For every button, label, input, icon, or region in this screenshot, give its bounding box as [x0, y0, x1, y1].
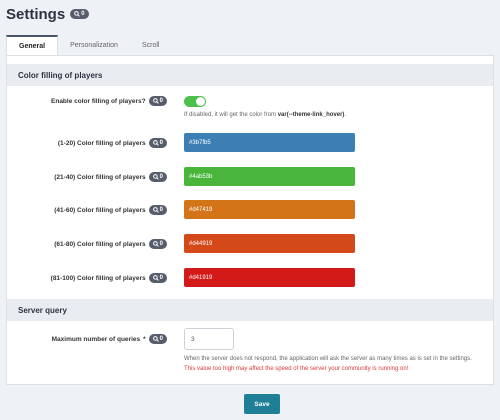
search-icon — [152, 174, 159, 180]
search-badge[interactable]: 0 — [148, 334, 167, 344]
max-queries-input[interactable] — [184, 328, 234, 350]
badge-count: 0 — [159, 140, 163, 146]
color-61-80-field[interactable]: #d44919 — [184, 234, 355, 253]
color-61-80-label: (61-80) Color filling of players 0 — [54, 238, 167, 250]
enable-color-label-text: Enable color filling of players? — [51, 97, 146, 105]
search-badge[interactable]: 0 — [148, 273, 167, 283]
section-header-server-query: Server query — [7, 299, 493, 321]
help-suffix: . — [344, 112, 347, 118]
page-title: Settings — [6, 5, 66, 23]
badge-count: 0 — [81, 11, 85, 17]
tab-personalization[interactable]: Personalization — [70, 41, 118, 49]
enable-color-toggle[interactable] — [184, 96, 206, 107]
required-mark: * — [143, 335, 146, 343]
badge-count: 0 — [159, 241, 163, 247]
search-badge[interactable]: 0 — [70, 9, 89, 19]
enable-color-help: If disabled, it will get the color from … — [184, 112, 346, 118]
badge-count: 0 — [159, 207, 163, 213]
search-badge[interactable]: 0 — [148, 205, 167, 215]
search-icon — [152, 98, 159, 104]
color-1-20-field[interactable]: #3b7fb5 — [184, 133, 355, 152]
color-1-20-label-text: (1-20) Color filling of players — [57, 139, 146, 147]
tab-general[interactable]: General — [6, 35, 59, 55]
page-header: Settings 0 — [6, 4, 89, 24]
badge-count: 0 — [159, 336, 163, 342]
color-21-40-label: (21-40) Color filling of players 0 — [54, 171, 167, 183]
search-icon — [152, 336, 159, 342]
max-queries-warning: This value too high may affect the speed… — [184, 366, 409, 372]
search-badge[interactable]: 0 — [148, 172, 167, 182]
color-41-60-field[interactable]: #d47419 — [184, 200, 355, 219]
color-41-60-label-text: (41-60) Color filling of players — [54, 206, 146, 214]
max-queries-help: When the server does not respond, the ap… — [184, 356, 472, 362]
settings-card: Color filling of players Enable color fi… — [6, 55, 494, 385]
max-queries-label: Maximum number of queries * 0 — [52, 333, 167, 345]
search-badge[interactable]: 0 — [148, 239, 167, 249]
badge-count: 0 — [159, 174, 163, 180]
search-icon — [152, 140, 159, 146]
enable-color-label: Enable color filling of players? 0 — [51, 95, 167, 107]
badge-count: 0 — [159, 98, 163, 104]
settings-tabs: General Personalization Scroll — [6, 35, 171, 55]
search-icon — [152, 275, 159, 281]
tab-scroll[interactable]: Scroll — [141, 41, 160, 49]
search-badge[interactable]: 0 — [148, 138, 167, 148]
section-header-color-filling: Color filling of players — [7, 64, 493, 86]
save-button[interactable]: Save — [244, 394, 280, 414]
color-21-40-label-text: (21-40) Color filling of players — [54, 173, 146, 181]
search-badge[interactable]: 0 — [148, 96, 167, 106]
color-21-40-field[interactable]: #4ab53b — [184, 167, 355, 186]
help-code: var(--theme-link_hover) — [277, 112, 345, 118]
color-81-100-label: (81-100) Color filling of players 0 — [51, 272, 167, 284]
color-81-100-field[interactable]: #d41919 — [184, 268, 355, 287]
badge-count: 0 — [159, 275, 163, 281]
color-81-100-label-text: (81-100) Color filling of players — [50, 274, 146, 282]
search-icon — [152, 241, 159, 247]
search-icon — [152, 207, 159, 213]
color-41-60-label: (41-60) Color filling of players 0 — [54, 204, 167, 216]
search-icon — [74, 11, 80, 17]
color-1-20-label: (1-20) Color filling of players 0 — [58, 137, 167, 149]
help-prefix: If disabled, it will get the color from — [184, 112, 278, 118]
max-queries-label-text: Maximum number of queries — [51, 335, 141, 343]
toggle-knob — [196, 97, 205, 106]
color-61-80-label-text: (61-80) Color filling of players — [54, 240, 146, 248]
